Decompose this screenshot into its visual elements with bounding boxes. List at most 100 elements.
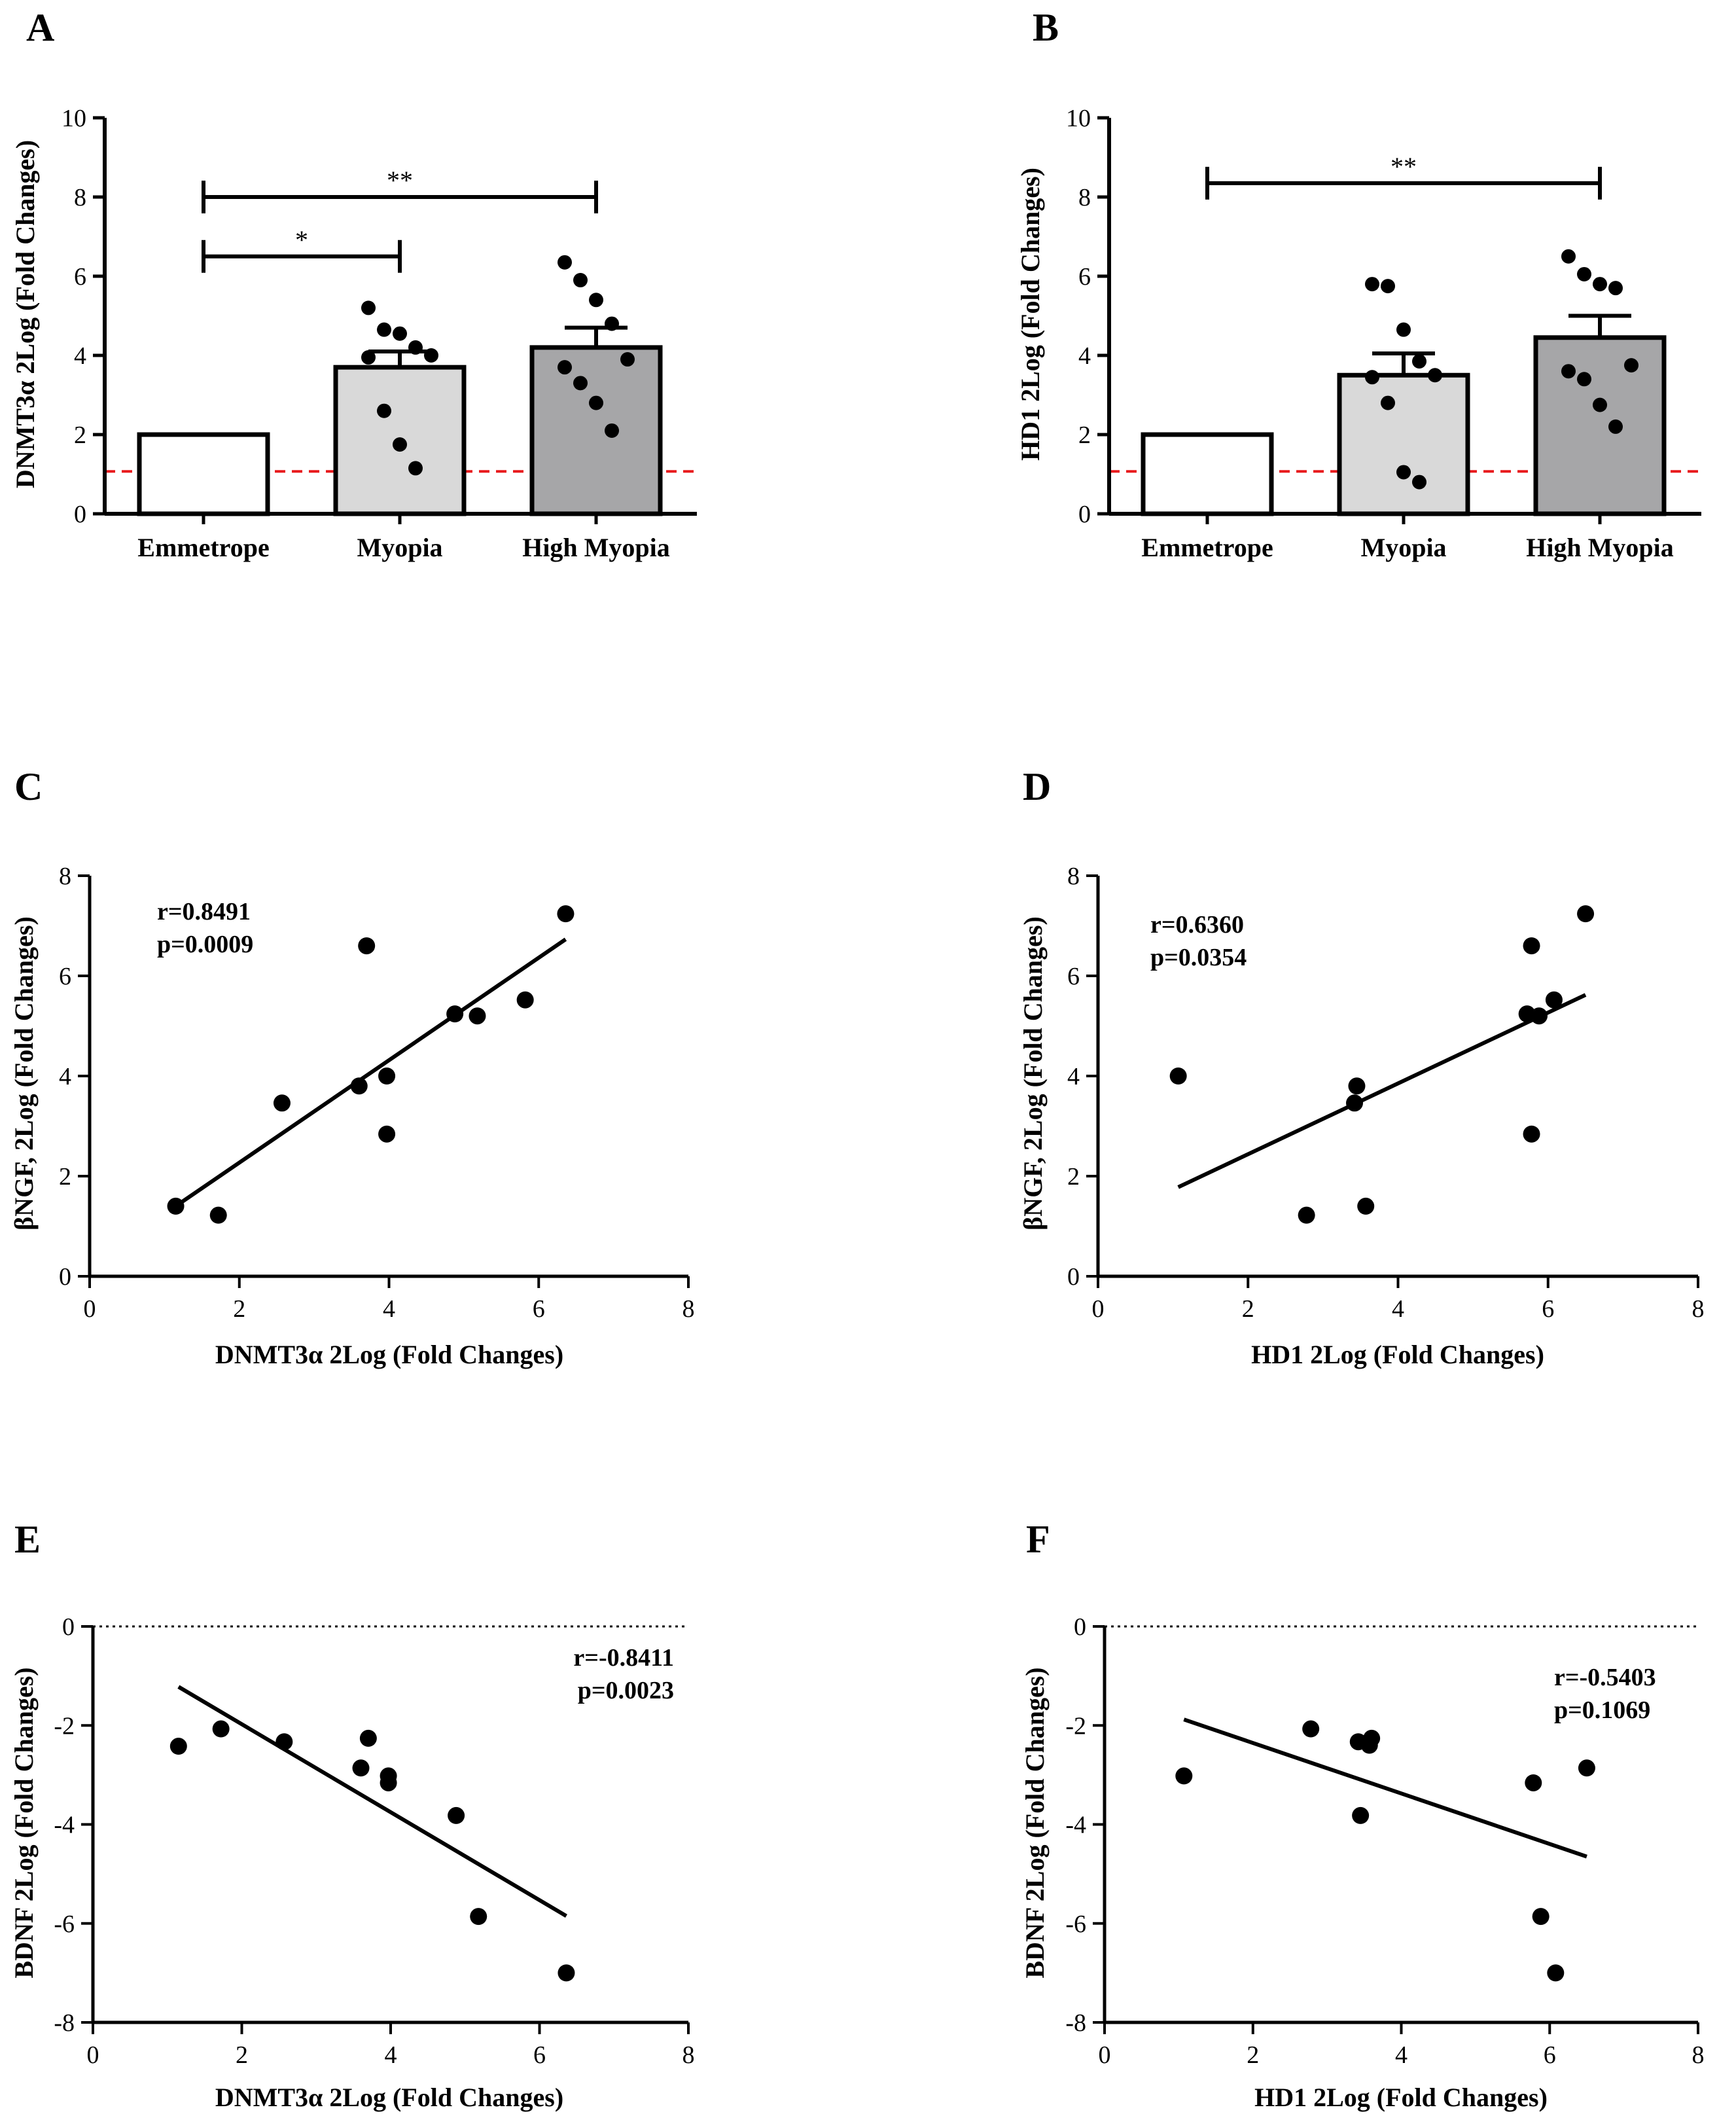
data-point <box>1532 1908 1550 1926</box>
data-point <box>573 273 588 288</box>
y-axis-title-c: βNGF, 2Log (Fold Changes) <box>9 916 39 1230</box>
panel-letter-f: F <box>1026 1518 1050 1561</box>
y-tick-label: 6 <box>1078 263 1091 291</box>
data-point <box>1365 277 1379 292</box>
category-label: High Myopia <box>1526 533 1674 562</box>
x-axis-title-f: HD1 2Log (Fold Changes) <box>1254 2083 1548 2112</box>
panel-letter-e: E <box>14 1518 41 1561</box>
category-label: Emmetrope <box>137 533 269 562</box>
y-tick-label: 2 <box>1067 1163 1080 1191</box>
data-point <box>605 423 619 438</box>
regression-line <box>1183 1717 1587 1859</box>
x-tick-label: 8 <box>1692 2041 1705 2069</box>
x-tick-label: 2 <box>233 1295 245 1323</box>
data-point <box>359 1729 377 1747</box>
data-point <box>1346 1094 1364 1112</box>
correlation-p: p=0.0023 <box>578 1677 674 1704</box>
y-tick-label: 4 <box>59 1063 71 1090</box>
data-point <box>1608 281 1623 296</box>
y-tick-label: 8 <box>1078 184 1091 211</box>
correlation-p: p=0.0009 <box>157 931 253 958</box>
data-point <box>516 991 534 1009</box>
y-tick-label: -6 <box>1065 1910 1086 1938</box>
data-point <box>1577 266 1591 281</box>
data-point <box>273 1094 291 1112</box>
data-point <box>1561 249 1576 264</box>
x-axis-title-d: HD1 2Log (Fold Changes) <box>1251 1340 1544 1369</box>
bar <box>1141 432 1274 516</box>
panel-c: C 0 2 4 6 8 0 2 4 6 8 r=0.8491 p=0.0009 DNMT3α 2L… <box>9 765 695 1369</box>
correlation-p: p=0.0354 <box>1150 944 1247 971</box>
x-tick-label: 0 <box>87 2041 99 2069</box>
panel-e: E -8 -6 -4 -2 0 0 2 4 6 8 r=-0.8411 p=0.0023 DNMT… <box>9 1518 695 2112</box>
data-point <box>1169 1067 1187 1085</box>
y-tick-label: 2 <box>1078 421 1091 449</box>
data-point <box>558 360 572 375</box>
x-tick-label: 6 <box>533 2041 546 2069</box>
x-tick-label: 2 <box>236 2041 248 2069</box>
data-point <box>1608 419 1623 434</box>
data-point <box>469 1007 486 1025</box>
data-point <box>167 1197 185 1215</box>
y-tick-label: 4 <box>1067 1063 1080 1090</box>
x-tick-label: 4 <box>385 2041 397 2069</box>
x-tick-label: 0 <box>1099 2041 1111 2069</box>
data-point <box>589 293 603 308</box>
x-tick-label: 6 <box>1544 2041 1556 2069</box>
data-point <box>1547 1964 1565 1982</box>
bar <box>1337 372 1470 516</box>
regression-line <box>1177 993 1587 1189</box>
data-point <box>1523 937 1540 955</box>
x-tick-label: 8 <box>682 1295 695 1323</box>
correlation-r: r=0.6360 <box>1150 911 1244 939</box>
data-point <box>1530 1007 1548 1025</box>
x-tick-label: 4 <box>1395 2041 1408 2069</box>
x-tick-label: 4 <box>383 1295 395 1323</box>
panel-letter-c: C <box>14 765 43 808</box>
data-point <box>446 1005 464 1023</box>
x-tick-label: 0 <box>1092 1295 1105 1323</box>
y-tick-label: 8 <box>74 184 86 211</box>
data-point <box>1593 277 1607 292</box>
y-tick-label: 0 <box>74 501 86 528</box>
data-point <box>1352 1806 1370 1824</box>
data-point <box>1365 370 1379 385</box>
y-tick-label: 8 <box>59 863 71 890</box>
significance-label: * <box>295 225 308 255</box>
category-label: Myopia <box>357 533 442 562</box>
y-tick-label: 4 <box>74 342 86 370</box>
panel-d: D 0 2 4 6 8 0 2 4 6 8 r=0.6360 p=0.0354 HD1 2Log … <box>1018 765 1705 1369</box>
data-point <box>209 1206 227 1224</box>
data-point <box>558 255 572 270</box>
data-point <box>1577 372 1591 387</box>
y-tick-label: 0 <box>1074 1613 1086 1641</box>
data-point <box>408 461 423 476</box>
x-tick-label: 2 <box>1247 2041 1259 2069</box>
data-point <box>1578 1759 1595 1777</box>
data-point <box>573 376 588 391</box>
y-tick-label: 0 <box>59 1263 71 1291</box>
data-point <box>352 1759 370 1777</box>
y-tick-label: -6 <box>54 1910 75 1938</box>
panel-f: F -8 -6 -4 -2 0 0 2 4 6 8 r=-0.5403 p=0.1069 HD1 … <box>1020 1518 1705 2112</box>
correlation-r: r=0.8491 <box>157 898 251 925</box>
data-point <box>589 395 603 410</box>
data-point <box>557 905 575 923</box>
category-label: Emmetrope <box>1141 533 1273 562</box>
correlation-r: r=-0.5403 <box>1554 1664 1656 1691</box>
data-point <box>1396 465 1411 480</box>
data-point <box>393 326 407 341</box>
y-tick-label: -2 <box>54 1712 75 1740</box>
y-tick-label: 6 <box>74 263 86 291</box>
category-label: Myopia <box>1360 533 1446 562</box>
y-axis-title-b: HD1 2Log (Fold Changes) <box>1016 168 1045 461</box>
y-axis-title-f: BDNF 2Log (Fold Changes) <box>1020 1667 1050 1978</box>
data-point <box>605 316 619 331</box>
y-tick-label: -4 <box>54 1812 75 1839</box>
significance-label: ** <box>387 166 413 195</box>
data-point <box>169 1738 187 1755</box>
y-tick-label: -8 <box>1065 2009 1086 2037</box>
y-axis-title-a: DNMT3α 2Log (Fold Changes) <box>10 140 40 488</box>
panel-letter-d: D <box>1023 765 1051 808</box>
